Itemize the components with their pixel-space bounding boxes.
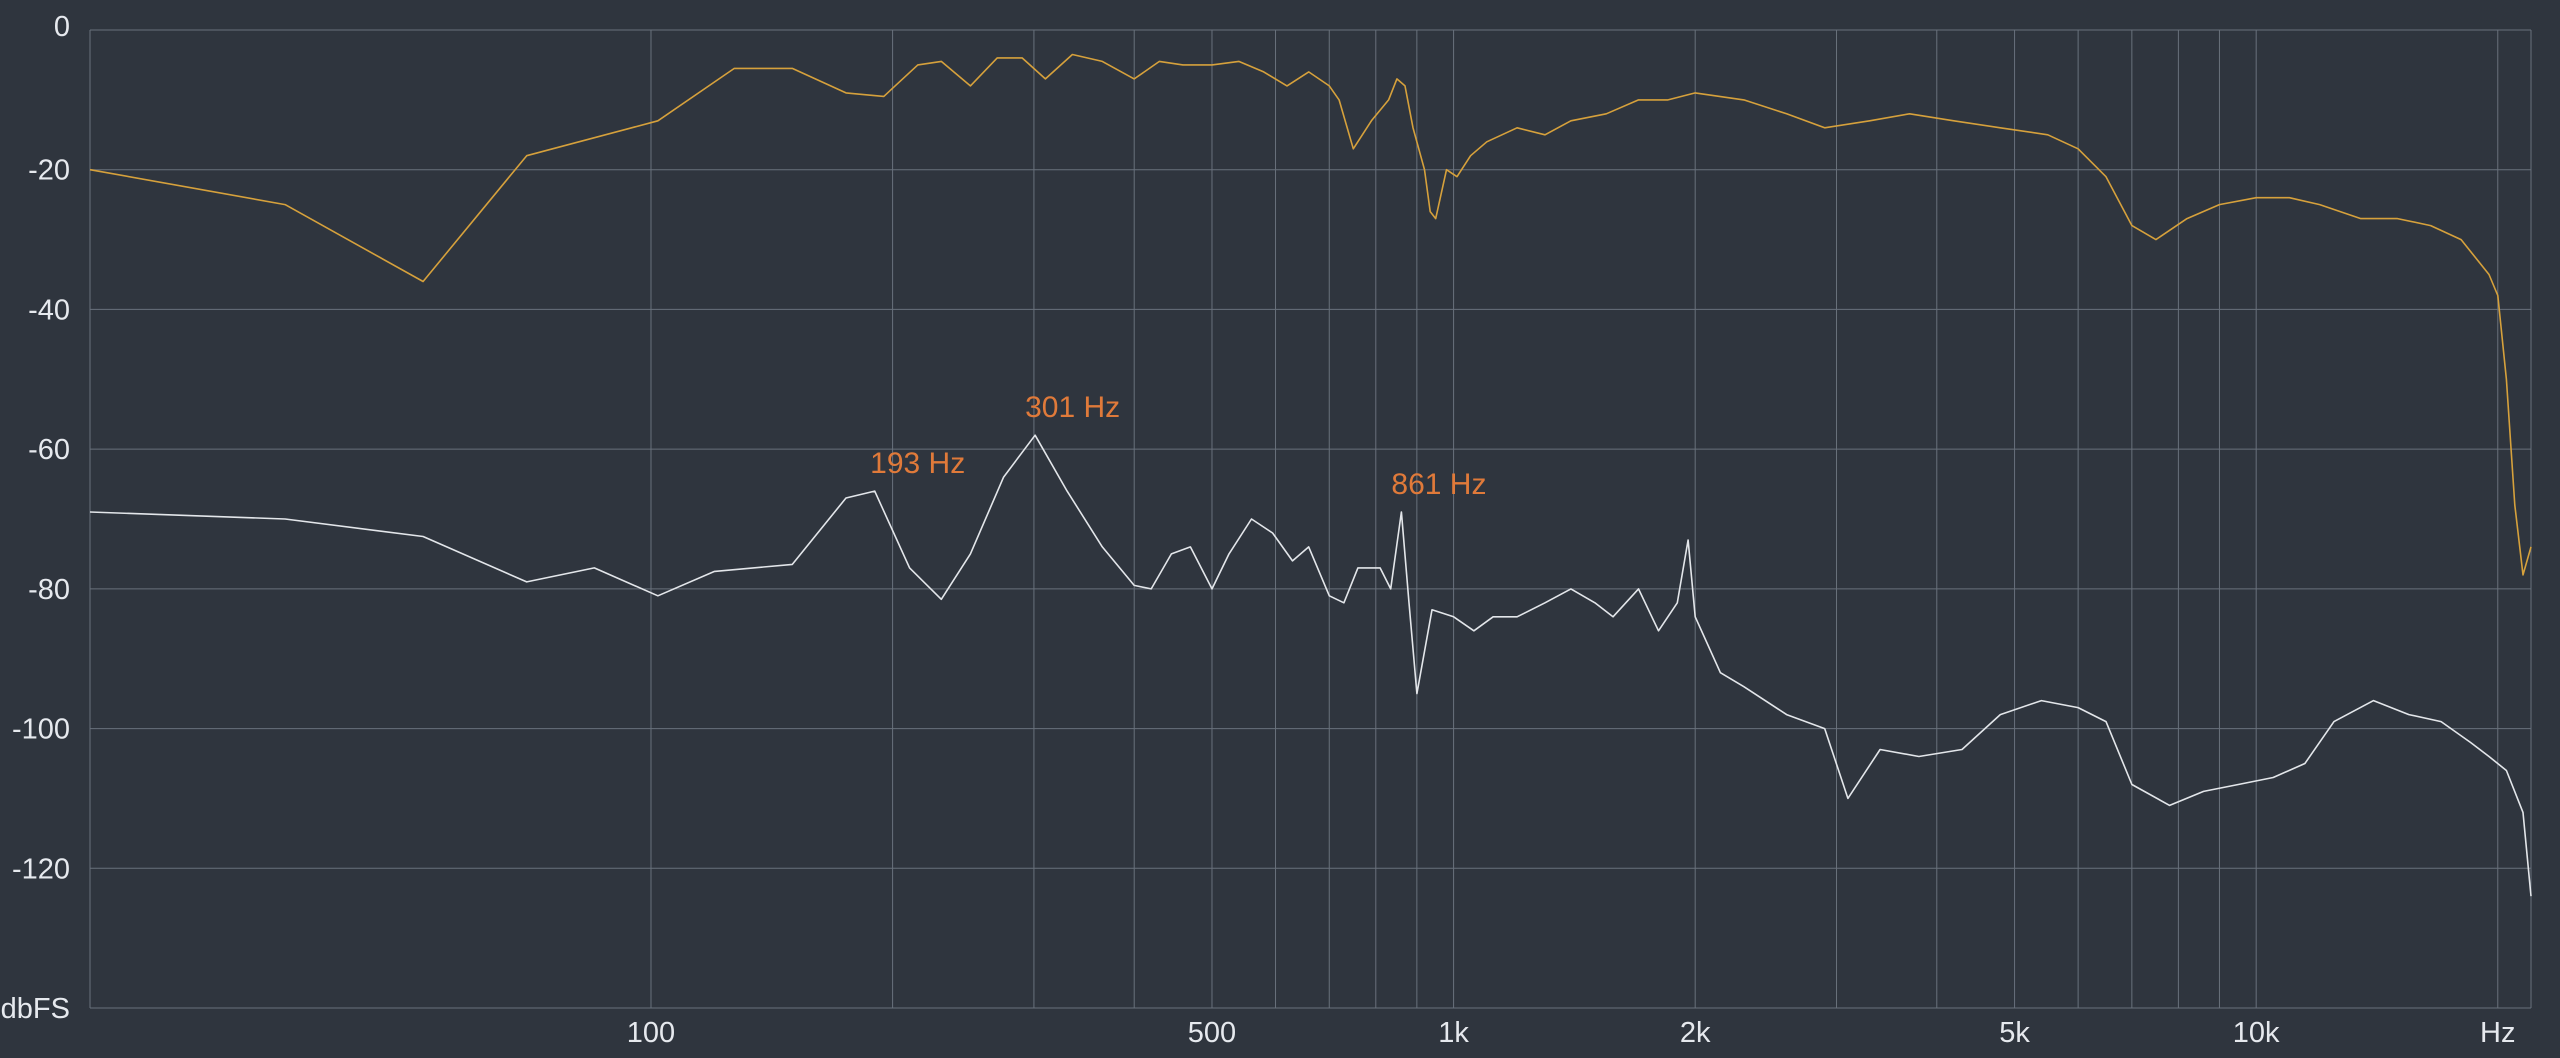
x-tick-label: 2k [1680, 1017, 1711, 1049]
y-tick-label: 0 [54, 11, 70, 43]
x-axis-ticks: 100 500 1k 2k 5k 10k Hz [627, 1017, 2516, 1049]
spectrum-series-line-2 [89, 434, 2532, 897]
y-tick-label: -60 [28, 434, 70, 466]
grid [89, 29, 2532, 1009]
x-tick-label: 500 [1188, 1017, 1236, 1049]
x-tick-label: 5k [1999, 1017, 2030, 1049]
x-tick-label: 100 [627, 1017, 675, 1049]
peak-label: 301 Hz [1025, 391, 1120, 424]
peak-annotations: 193 Hz 301 Hz 861 Hz [870, 391, 1486, 501]
peak-label: 193 Hz [870, 447, 965, 480]
y-tick-label: -120 [12, 853, 70, 885]
x-tick-label: Hz [2480, 1017, 2515, 1049]
x-tick-label: 1k [1438, 1017, 1469, 1049]
series-layer [89, 53, 2532, 897]
y-tick-label: -20 [28, 155, 70, 187]
peak-label: 861 Hz [1391, 468, 1486, 501]
y-tick-label: dbFS [1, 993, 70, 1025]
y-tick-label: -80 [28, 574, 70, 606]
y-tick-label: -40 [28, 294, 70, 326]
x-tick-label: 10k [2233, 1017, 2280, 1049]
spectrum-series-line-1 [89, 53, 2532, 576]
y-tick-label: -100 [12, 714, 70, 746]
y-axis-ticks: 0 -20 -40 -60 -80 -100 -120 dbFS [1, 11, 70, 1025]
